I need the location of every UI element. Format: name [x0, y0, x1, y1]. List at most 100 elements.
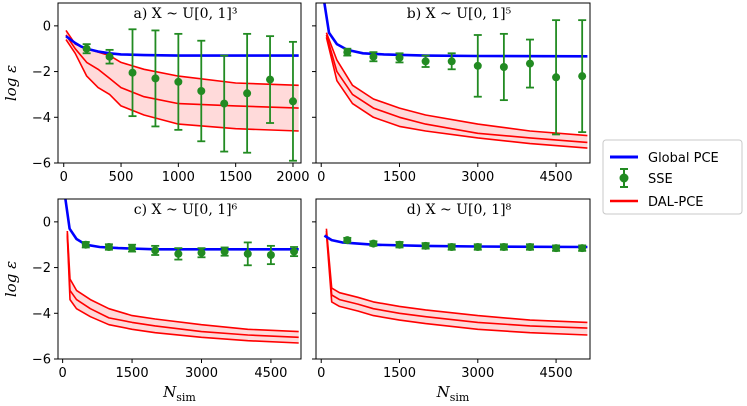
sse-point — [499, 243, 508, 251]
y-tick-label: −4 — [32, 307, 51, 322]
x-tick-label: 1000 — [162, 170, 195, 185]
sse-point — [552, 73, 561, 82]
x-tick-label: 0 — [317, 170, 325, 185]
sse-point — [220, 99, 229, 108]
x-tick-label: 1500 — [383, 366, 416, 381]
panel-data — [65, 28, 299, 162]
panel-title: d) X ~ U[0, 1]⁸ — [407, 202, 512, 218]
sse-point — [266, 251, 275, 259]
x-tick-label: 4500 — [254, 366, 287, 381]
sse-point — [81, 240, 90, 249]
panel-data — [323, 228, 588, 336]
sse-point — [395, 240, 404, 249]
sse-point — [82, 44, 91, 53]
sse-point — [578, 72, 587, 81]
x-axis-label: Nsim — [162, 383, 196, 404]
sse-point — [243, 249, 252, 258]
dal-pce-line-upper — [325, 228, 588, 324]
sse-point — [174, 77, 183, 86]
legend-sse-marker — [619, 173, 629, 183]
y-tick-label: 0 — [43, 19, 51, 34]
x-tick-label: 0 — [58, 366, 66, 381]
dal-pce-line-mid — [65, 34, 299, 109]
panel-title: c) X ~ U[0, 1]⁶ — [134, 202, 238, 218]
sse-point — [290, 247, 299, 256]
dal-pce-line-mid — [66, 233, 299, 339]
panel-frame — [315, 198, 591, 360]
dal-pce-line-mid — [325, 34, 588, 144]
y-axis-label: log ε — [2, 65, 20, 101]
panel-3: 0 1500 3000 4500 0 −2 −4 −6 c) X ~ U[0, 1]⁶ log ε… — [2, 198, 302, 404]
sse-point — [369, 239, 378, 248]
sse-point — [552, 244, 561, 253]
global-pce-line — [323, 234, 588, 249]
panel-title: a) X ~ U[0, 1]³ — [134, 6, 238, 22]
dal-pce-band — [66, 30, 299, 131]
sse-point — [151, 74, 160, 83]
x-tick-label: 1500 — [383, 170, 416, 185]
sse-point — [369, 52, 378, 61]
legend-global-pce-label: Global PCE — [648, 151, 719, 166]
y-axis-label: log ε — [2, 261, 20, 297]
sse-point — [174, 249, 183, 258]
dal-pce-line-upper — [325, 32, 588, 137]
sse-point — [151, 246, 160, 255]
sse-point — [220, 247, 229, 256]
x-tick-label: 3000 — [461, 170, 494, 185]
sse-point — [266, 75, 275, 84]
y-tick-label: −2 — [32, 261, 51, 276]
sse-point — [343, 48, 352, 57]
sse-point — [499, 63, 508, 71]
x-axis-label: Nsim — [436, 383, 470, 404]
sse-point — [243, 89, 252, 98]
sse-point — [104, 243, 113, 251]
panel-4: 0 1500 3000 4500 d) X ~ U[0, 1]⁸ Nsim — [312, 198, 591, 404]
dal-pce-band — [326, 32, 588, 149]
x-tick-label: 3000 — [185, 366, 218, 381]
legend: Global PCE SSE DAL-PCE — [602, 139, 743, 215]
dal-pce-band — [326, 228, 588, 335]
sse-point — [105, 52, 114, 61]
sse-point — [128, 244, 137, 253]
y-tick-label: −2 — [32, 65, 51, 80]
x-tick-label: 0 — [317, 366, 325, 381]
y-tick-label: −6 — [32, 353, 51, 368]
sse-point — [447, 57, 456, 66]
sse-point — [197, 87, 206, 95]
global-pce-line — [323, 3, 588, 58]
panel-2: 0 1500 3000 4500 b) X ~ U[0, 1]⁵ — [312, 2, 591, 185]
global-pce-line — [65, 35, 299, 57]
dal-pce-line-lower — [66, 235, 299, 344]
global-pce-line — [64, 199, 299, 251]
x-tick-label: 4500 — [540, 366, 573, 381]
sse-point — [343, 236, 352, 245]
y-tick-label: −4 — [32, 111, 51, 126]
panel-data — [64, 199, 299, 344]
panel-1: 0 500 1000 1500 2000 0 −2 −4 −6 a) X ~ U[0, 1]³ lo… — [2, 2, 310, 185]
sse-point — [421, 241, 430, 250]
sse-point — [128, 68, 137, 77]
sse-point — [578, 244, 587, 253]
dal-pce-line-upper — [66, 230, 299, 333]
dal-pce-line-mid — [325, 230, 588, 329]
legend-dal-pce-label: DAL-PCE — [648, 195, 704, 210]
x-tick-label: 3000 — [461, 366, 494, 381]
dal-pce-band — [67, 231, 299, 343]
sse-point — [447, 243, 456, 251]
panel-frame — [57, 198, 302, 360]
x-tick-label: 0 — [60, 170, 68, 185]
sse-point — [525, 243, 534, 251]
sse-point — [197, 248, 206, 257]
y-tick-label: 0 — [43, 215, 51, 230]
x-tick-label: 500 — [109, 170, 134, 185]
x-tick-label: 1500 — [219, 170, 252, 185]
y-tick-label: −6 — [32, 157, 51, 172]
panel-frame — [315, 2, 591, 164]
panel-frame — [57, 2, 302, 164]
chart-panels: 0 500 1000 1500 2000 0 −2 −4 −6 a) X ~ U[0, 1]³ lo… — [2, 2, 591, 404]
dal-pce-line-lower — [65, 39, 299, 132]
dal-pce-line-lower — [325, 37, 588, 149]
x-tick-label: 1500 — [116, 366, 149, 381]
x-tick-label: 4500 — [540, 170, 573, 185]
x-tick-label: 2000 — [276, 170, 309, 185]
